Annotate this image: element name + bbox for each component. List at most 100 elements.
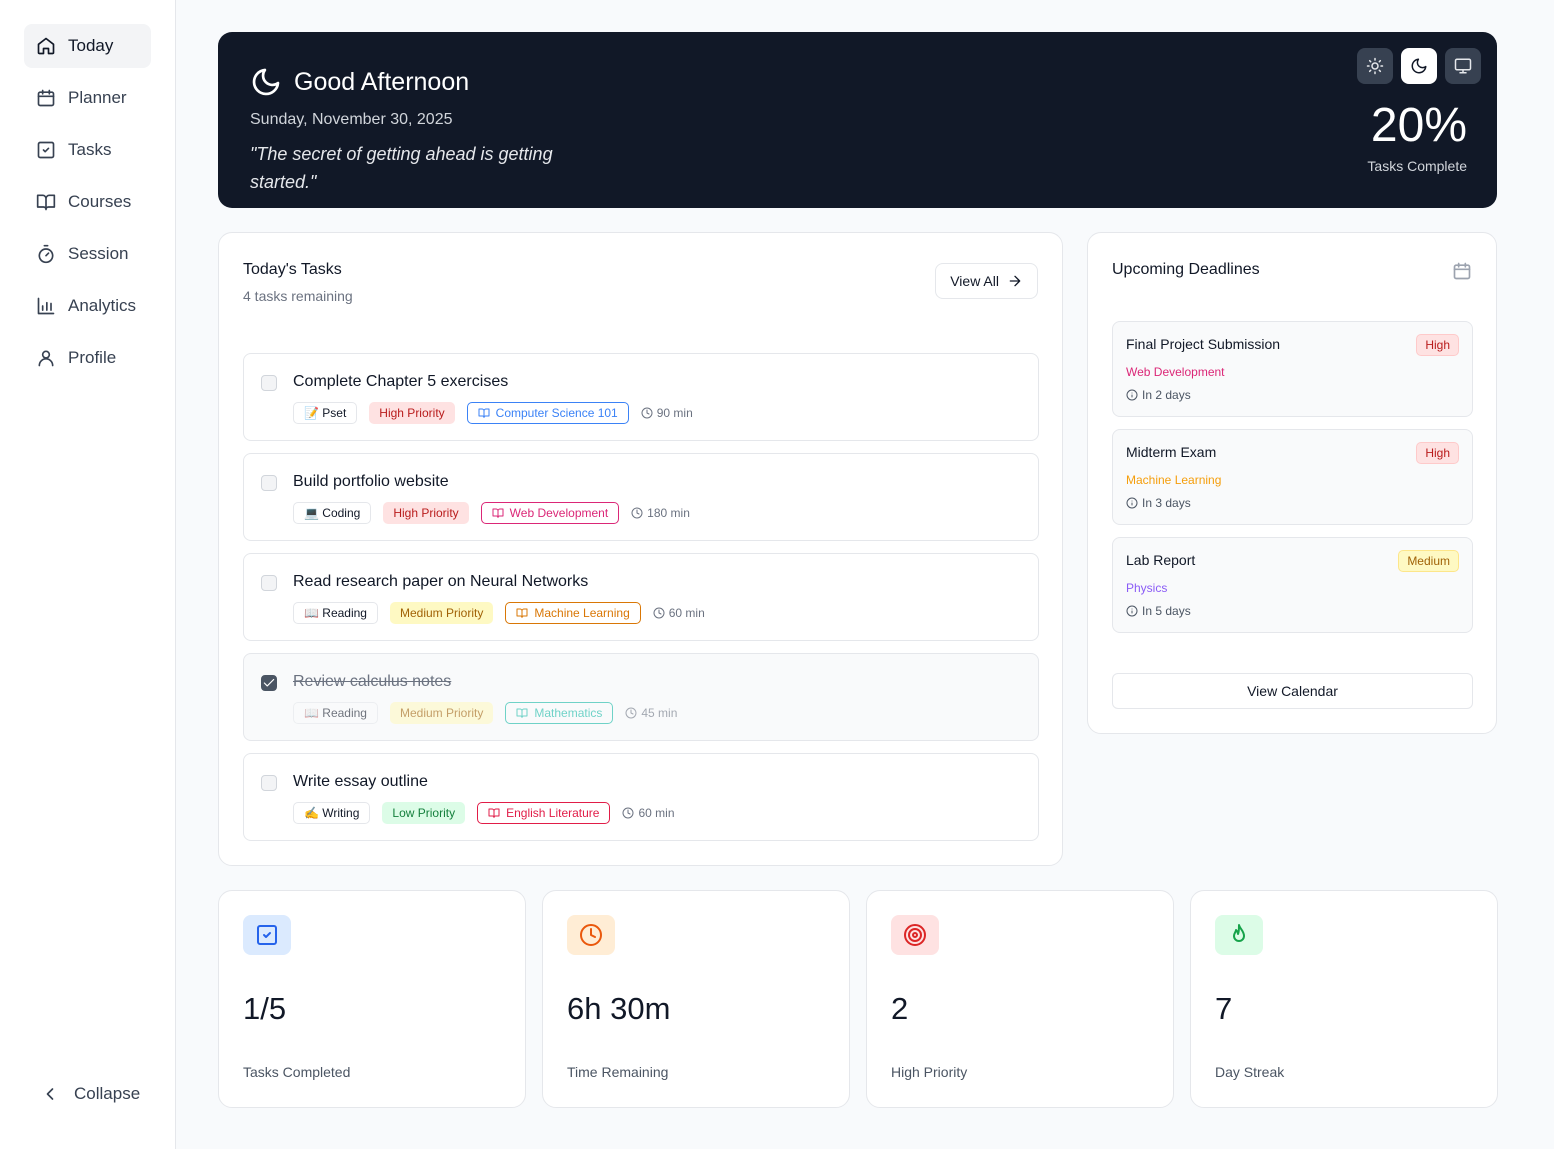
icon-shape <box>36 194 56 211</box>
icon-shape <box>653 607 665 619</box>
course-name: Mathematics <box>534 706 603 720</box>
duration-text: 45 min <box>641 706 678 720</box>
stat-value: 6h 30m <box>567 991 671 1026</box>
chart-icon <box>37 297 55 315</box>
stat-label: Day Streak <box>1215 1064 1285 1080</box>
course-tag: Web Development <box>480 502 620 524</box>
stat-value: 1/5 <box>243 991 287 1026</box>
card-subtitle: 4 tasks remaining <box>243 288 353 304</box>
clock-icon <box>625 707 637 719</box>
deadline-item[interactable]: Lab Report Medium Physics In 5 days <box>1112 537 1473 633</box>
task-row[interactable]: Build portfolio website 💻 Coding High Prio… <box>243 453 1039 541</box>
nav-label: Tasks <box>68 140 112 159</box>
greeting: Good Afternoon <box>250 66 469 98</box>
icon-shape <box>1411 58 1427 74</box>
info-icon <box>1126 605 1138 617</box>
target-icon <box>904 924 926 946</box>
priority-tag: High Priority <box>383 502 469 524</box>
icon-shape <box>622 807 634 819</box>
duration: 60 min <box>653 606 705 620</box>
nav-label: Planner <box>68 88 127 107</box>
checkbox[interactable] <box>261 475 277 491</box>
checkbox[interactable] <box>261 575 277 591</box>
nav-item[interactable]: Today <box>24 24 151 68</box>
icon-shape <box>1371 62 1379 70</box>
task-title: Complete Chapter 5 exercises <box>293 373 509 390</box>
due-text: In 3 days <box>1142 496 1191 510</box>
stat-icon <box>567 915 615 955</box>
task-row[interactable]: Complete Chapter 5 exercises 📝 Pset High P… <box>243 353 1039 441</box>
flame-icon <box>1233 924 1245 942</box>
task-title: Write essay outline <box>293 773 428 790</box>
deadline-item[interactable]: Midterm Exam High Machine Learning In 3 day… <box>1112 429 1473 525</box>
icon-shape <box>43 244 50 257</box>
duration-text: 60 min <box>638 806 675 820</box>
icon-shape <box>1009 275 1021 287</box>
icon-shape <box>252 68 280 96</box>
left-icon <box>46 1088 54 1100</box>
stat-icon <box>1215 915 1263 955</box>
icon-shape <box>1453 262 1471 271</box>
home-icon <box>37 37 55 55</box>
clock-icon <box>641 407 653 419</box>
icon-shape <box>37 91 55 107</box>
icon-shape <box>37 89 55 98</box>
view-all-button[interactable]: View All <box>935 263 1038 299</box>
icon-shape <box>263 932 271 938</box>
theme-switcher <box>1357 48 1481 84</box>
deadlines-card: Upcoming Deadlines Final Project Submissi… <box>1087 232 1497 734</box>
theme-button[interactable] <box>1445 48 1481 84</box>
task-tags: ✍️ Writing Low Priority English Literature… <box>293 802 675 824</box>
moon-icon <box>252 68 280 96</box>
stat-icon <box>891 915 939 955</box>
icon-shape <box>631 507 643 519</box>
icon-shape <box>1126 497 1138 509</box>
collapse-button[interactable]: Collapse <box>40 1084 140 1104</box>
sidebar: Today Planner Tasks Courses Session Analytics… <box>0 0 176 1149</box>
icon-shape <box>1459 69 1467 74</box>
nav-label: Profile <box>68 348 117 367</box>
icon-shape <box>257 925 277 945</box>
icon-shape <box>580 924 602 946</box>
task-row[interactable]: Review calculus notes 📖 Reading Medium Pri… <box>243 653 1039 741</box>
stat-card: 2 High Priority <box>866 890 1174 1108</box>
nav-item[interactable]: Planner <box>24 76 151 120</box>
duration: 60 min <box>622 806 675 820</box>
duration-text: 90 min <box>656 406 693 420</box>
deadline-item[interactable]: Final Project Submission High Web Developm… <box>1112 321 1473 417</box>
task-tags: 📖 Reading Medium Priority Machine Learning… <box>293 602 705 624</box>
icon-shape <box>42 147 50 153</box>
date: Sunday, November 30, 2025 <box>250 111 453 128</box>
calendar-icon <box>1452 261 1472 281</box>
icon-shape <box>1126 605 1138 617</box>
task-title: Build portfolio website <box>293 473 449 490</box>
course-name: Machine Learning <box>534 606 630 620</box>
timer-icon <box>38 244 54 264</box>
theme-button[interactable] <box>1401 48 1437 84</box>
theme-button[interactable] <box>1357 48 1393 84</box>
checkbox[interactable] <box>261 775 277 791</box>
arrow-icon <box>1009 275 1021 287</box>
icon-shape <box>37 37 55 55</box>
moon-icon <box>1411 58 1427 74</box>
nav-item[interactable]: Profile <box>24 336 151 380</box>
course-name: Computer Science 101 <box>495 406 618 420</box>
nav-item[interactable]: Tasks <box>24 128 151 172</box>
deadline-course: Physics <box>1126 581 1168 595</box>
icon-shape <box>478 408 490 418</box>
priority-tag: Medium Priority <box>389 702 494 724</box>
nav-item[interactable]: Session <box>24 232 151 276</box>
type-tag: 📖 Reading <box>293 602 378 624</box>
task-row[interactable]: Write essay outline ✍️ Writing Low Priorit… <box>243 753 1039 841</box>
nav-item[interactable]: Analytics <box>24 284 151 328</box>
nav-item[interactable]: Courses <box>24 180 151 224</box>
checkbox[interactable] <box>261 675 277 691</box>
type-tag: 📖 Reading <box>293 702 378 724</box>
checkbox[interactable] <box>261 375 277 391</box>
view-calendar-button[interactable]: View Calendar <box>1112 673 1473 709</box>
task-row[interactable]: Read research paper on Neural Networks 📖 … <box>243 553 1039 641</box>
icon-shape <box>646 409 650 415</box>
icon-shape <box>516 708 528 718</box>
clock-icon <box>653 607 665 619</box>
icon-shape <box>630 709 634 715</box>
